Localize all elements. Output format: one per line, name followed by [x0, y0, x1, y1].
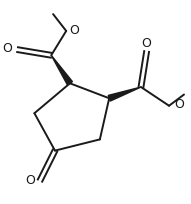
Polygon shape: [108, 87, 141, 101]
Text: O: O: [70, 23, 80, 37]
Polygon shape: [51, 55, 72, 85]
Text: O: O: [174, 98, 184, 111]
Text: O: O: [2, 42, 12, 55]
Text: O: O: [25, 174, 35, 187]
Text: O: O: [142, 37, 151, 50]
